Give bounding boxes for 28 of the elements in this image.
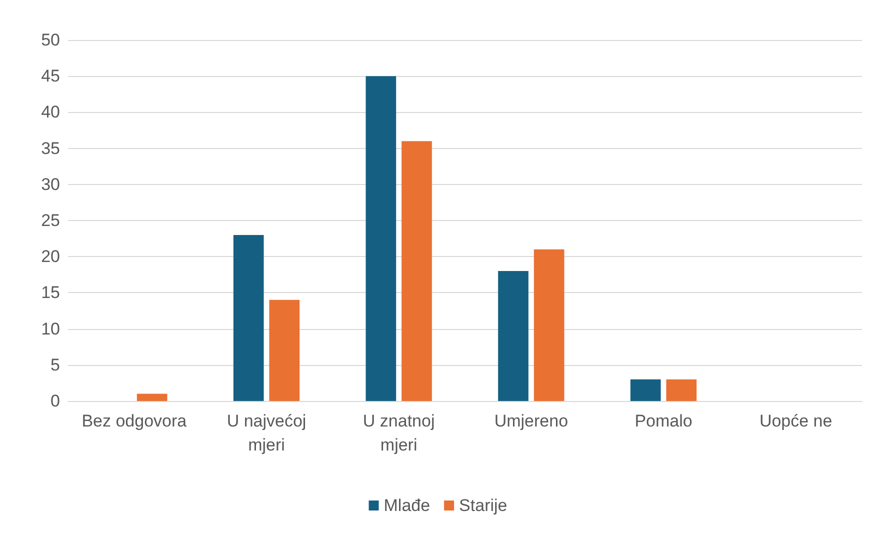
y-tick-label: 15 [41,283,60,302]
y-tick-label: 25 [41,211,60,230]
y-tick-label: 40 [41,102,60,122]
bar [269,300,300,401]
legend-label: Mlađe [384,496,430,515]
bar [534,249,564,401]
bar [630,379,661,401]
y-tick-label: 20 [41,247,60,266]
x-tick-label: U najvećoj mjeri [226,412,306,454]
y-tick-label: 30 [41,174,60,194]
y-tick-label: 35 [41,138,60,158]
y-tick-label: 0 [50,392,60,410]
y-tick-label: 50 [41,30,60,50]
bar [366,76,396,401]
x-tick-label: U znatnoj mjeri [362,412,435,454]
bar [402,141,432,401]
bar [233,234,264,401]
bar [136,394,168,401]
bar [498,271,528,401]
y-tick-label: 45 [41,66,60,86]
x-tick-label: Umjereno [494,412,568,430]
y-tick-label: 5 [50,355,60,374]
bar [666,379,697,401]
legend-label: Starije [459,496,508,515]
x-tick-label: Pomalo [634,412,692,430]
x-tick-label: Bez odgovora [82,412,188,430]
x-tick-label: Uopće ne [759,412,832,430]
y-tick-label: 10 [41,319,60,338]
